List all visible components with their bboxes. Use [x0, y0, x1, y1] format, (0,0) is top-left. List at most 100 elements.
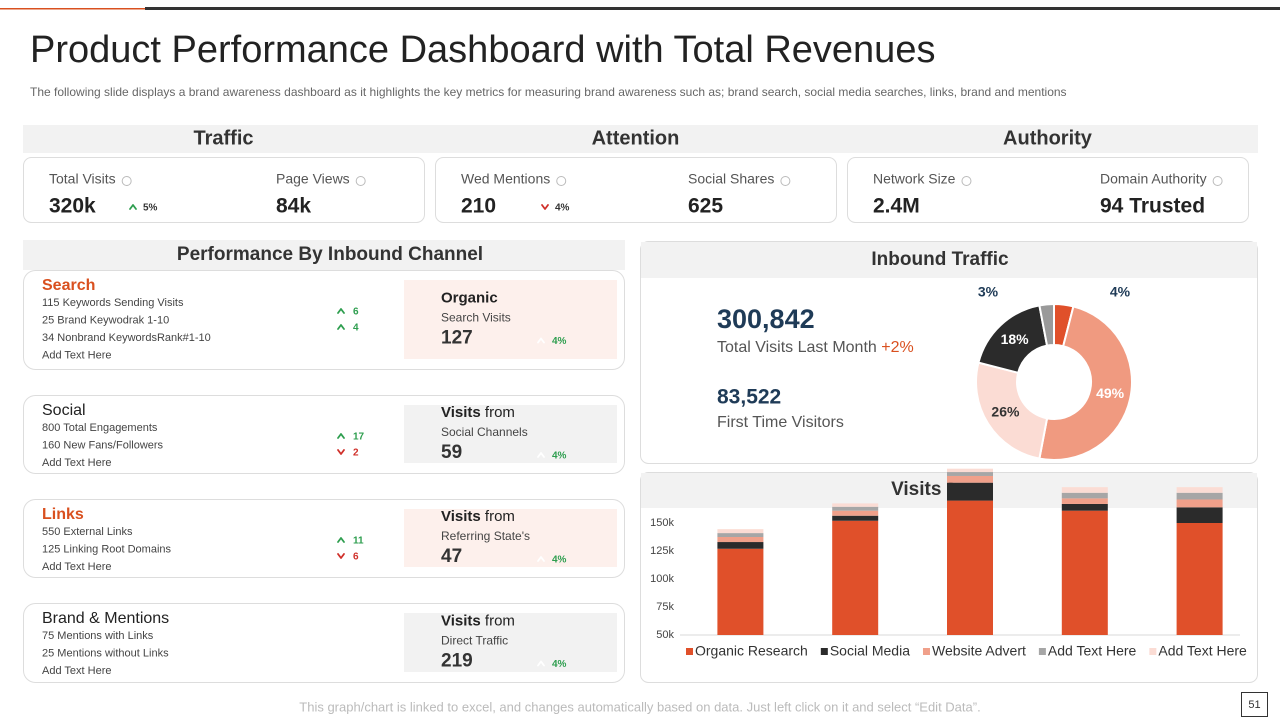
- kpi-label: Social Shares: [688, 171, 774, 187]
- channel-line: 125 Linking Root Domains: [42, 543, 172, 555]
- page-box: [1241, 692, 1268, 717]
- arrow-up: [537, 337, 545, 344]
- bar-segment: [1061, 510, 1108, 635]
- subtitle: The following slide displays a brand awa…: [30, 85, 1067, 99]
- channel-line: 800 Total Engagements: [42, 422, 158, 434]
- stat-change: 4%: [552, 555, 567, 566]
- donut-label: 49%: [1096, 385, 1125, 401]
- stat-title-rest: from: [485, 612, 515, 629]
- stat-title: Visits from: [441, 508, 515, 525]
- kpi-label: Network Size: [873, 171, 956, 187]
- legend-swatch: [820, 648, 828, 655]
- kpi-box: [435, 157, 837, 223]
- bar-segment: [1176, 507, 1223, 523]
- stat-title-main: Organic: [441, 289, 498, 306]
- info-icon: [1212, 176, 1223, 186]
- channel-change: 11: [353, 536, 364, 547]
- stat-change: 4%: [552, 451, 567, 462]
- channel-header-band: [23, 240, 625, 270]
- channel-change: 6: [353, 307, 359, 318]
- footer-note: This graph/chart is linked to excel, and…: [299, 699, 980, 714]
- y-tick-label: 75k: [656, 601, 674, 613]
- stat-title: Visits from: [441, 404, 515, 421]
- channel-line: Add Text Here: [42, 349, 112, 361]
- donut-label: 3%: [978, 284, 999, 300]
- inbound-header-band: [641, 242, 1257, 278]
- bar-segment: [717, 529, 764, 534]
- info-icon: [556, 176, 567, 186]
- legend-swatch: [922, 648, 930, 655]
- kpi-group-title: Attention: [592, 127, 680, 149]
- channel-line: 25 Brand Keywodrak 1-10: [42, 314, 169, 326]
- channel-line: 550 External Links: [42, 526, 133, 538]
- stat-subtitle: Referring State's: [441, 529, 530, 543]
- bar-segment: [1176, 523, 1223, 635]
- stat-subtitle: Social Channels: [441, 425, 528, 439]
- bar-segment: [947, 468, 993, 473]
- total-visits: 300,842: [717, 304, 815, 334]
- bar-segment: [947, 472, 993, 476]
- y-tick-label: 100k: [650, 573, 674, 585]
- bar-segment: [947, 482, 993, 501]
- donut-slice: [975, 361, 1049, 460]
- bar-segment: [832, 515, 879, 521]
- bar-segment: [717, 548, 764, 635]
- legend-swatch: [1038, 648, 1046, 655]
- bar-segment: [832, 506, 879, 511]
- y-tick-label: 125k: [650, 545, 674, 557]
- channel-name: Social: [42, 402, 86, 419]
- bar-segment: [1176, 492, 1223, 500]
- inbound-title: Inbound Traffic: [871, 249, 1009, 270]
- kpi-value: 210: [461, 195, 496, 218]
- legend-label: Website Advert: [932, 643, 1026, 659]
- arrow-down: [337, 449, 345, 455]
- y-tick-label: 150k: [650, 517, 674, 529]
- accent-line: [0, 8, 145, 10]
- legend-label: Add Text Here: [1048, 643, 1137, 659]
- info-icon: [961, 176, 972, 186]
- bar-segment: [1061, 498, 1108, 504]
- bar-segment: [717, 533, 764, 537]
- stat-value: 127: [441, 328, 473, 349]
- channel-line: Add Text Here: [42, 665, 112, 677]
- info-icon: [355, 176, 366, 186]
- total-visits-label: Total Visits Last Month +2%: [717, 339, 914, 356]
- kpi-label: Domain Authority: [1100, 171, 1207, 187]
- arrow-up: [337, 324, 345, 330]
- bar-segment: [717, 542, 764, 549]
- stat-title-main: Visits: [441, 404, 481, 421]
- stat-value: 59: [441, 442, 462, 463]
- stat-title-main: Visits: [441, 508, 481, 525]
- arrow-down: [337, 553, 345, 559]
- stat-title: Organic: [441, 289, 498, 306]
- stat-title-rest: from: [485, 404, 515, 421]
- channel-line: 25 Mentions without Links: [42, 647, 169, 659]
- kpi-label: Total Visits: [49, 171, 116, 187]
- kpi-value: 320k: [49, 195, 96, 218]
- channel-title: Performance By Inbound Channel: [177, 244, 483, 265]
- bar-segment: [947, 500, 993, 635]
- legend-label: Add Text Here: [1158, 643, 1247, 659]
- stat-change: 4%: [552, 336, 567, 347]
- legend-label: Social Media: [830, 643, 910, 659]
- top-bar: [145, 7, 1280, 10]
- bar-segment: [1176, 499, 1223, 508]
- kpi-value: 625: [688, 195, 723, 218]
- arrow-up: [537, 556, 545, 562]
- bar-segment: [717, 537, 764, 543]
- bar-segment: [832, 520, 879, 635]
- y-tick-label: 50k: [656, 629, 674, 641]
- channel-name: Search: [42, 277, 95, 294]
- channel-line: Add Text Here: [42, 457, 112, 469]
- arrow-up: [337, 433, 345, 439]
- donut-slice: [1038, 302, 1055, 347]
- channel-line: 34 Nonbrand KeywordsRank#1-10: [42, 332, 211, 344]
- channel-line: 115 Keywords Sending Visits: [42, 297, 184, 309]
- stat-card: [404, 280, 617, 359]
- channel-change: 6: [353, 552, 359, 563]
- info-icon: [121, 176, 132, 186]
- donut-slice: [1038, 305, 1133, 462]
- legend-swatch: [686, 648, 693, 655]
- kpi-group-title: Traffic: [193, 127, 253, 149]
